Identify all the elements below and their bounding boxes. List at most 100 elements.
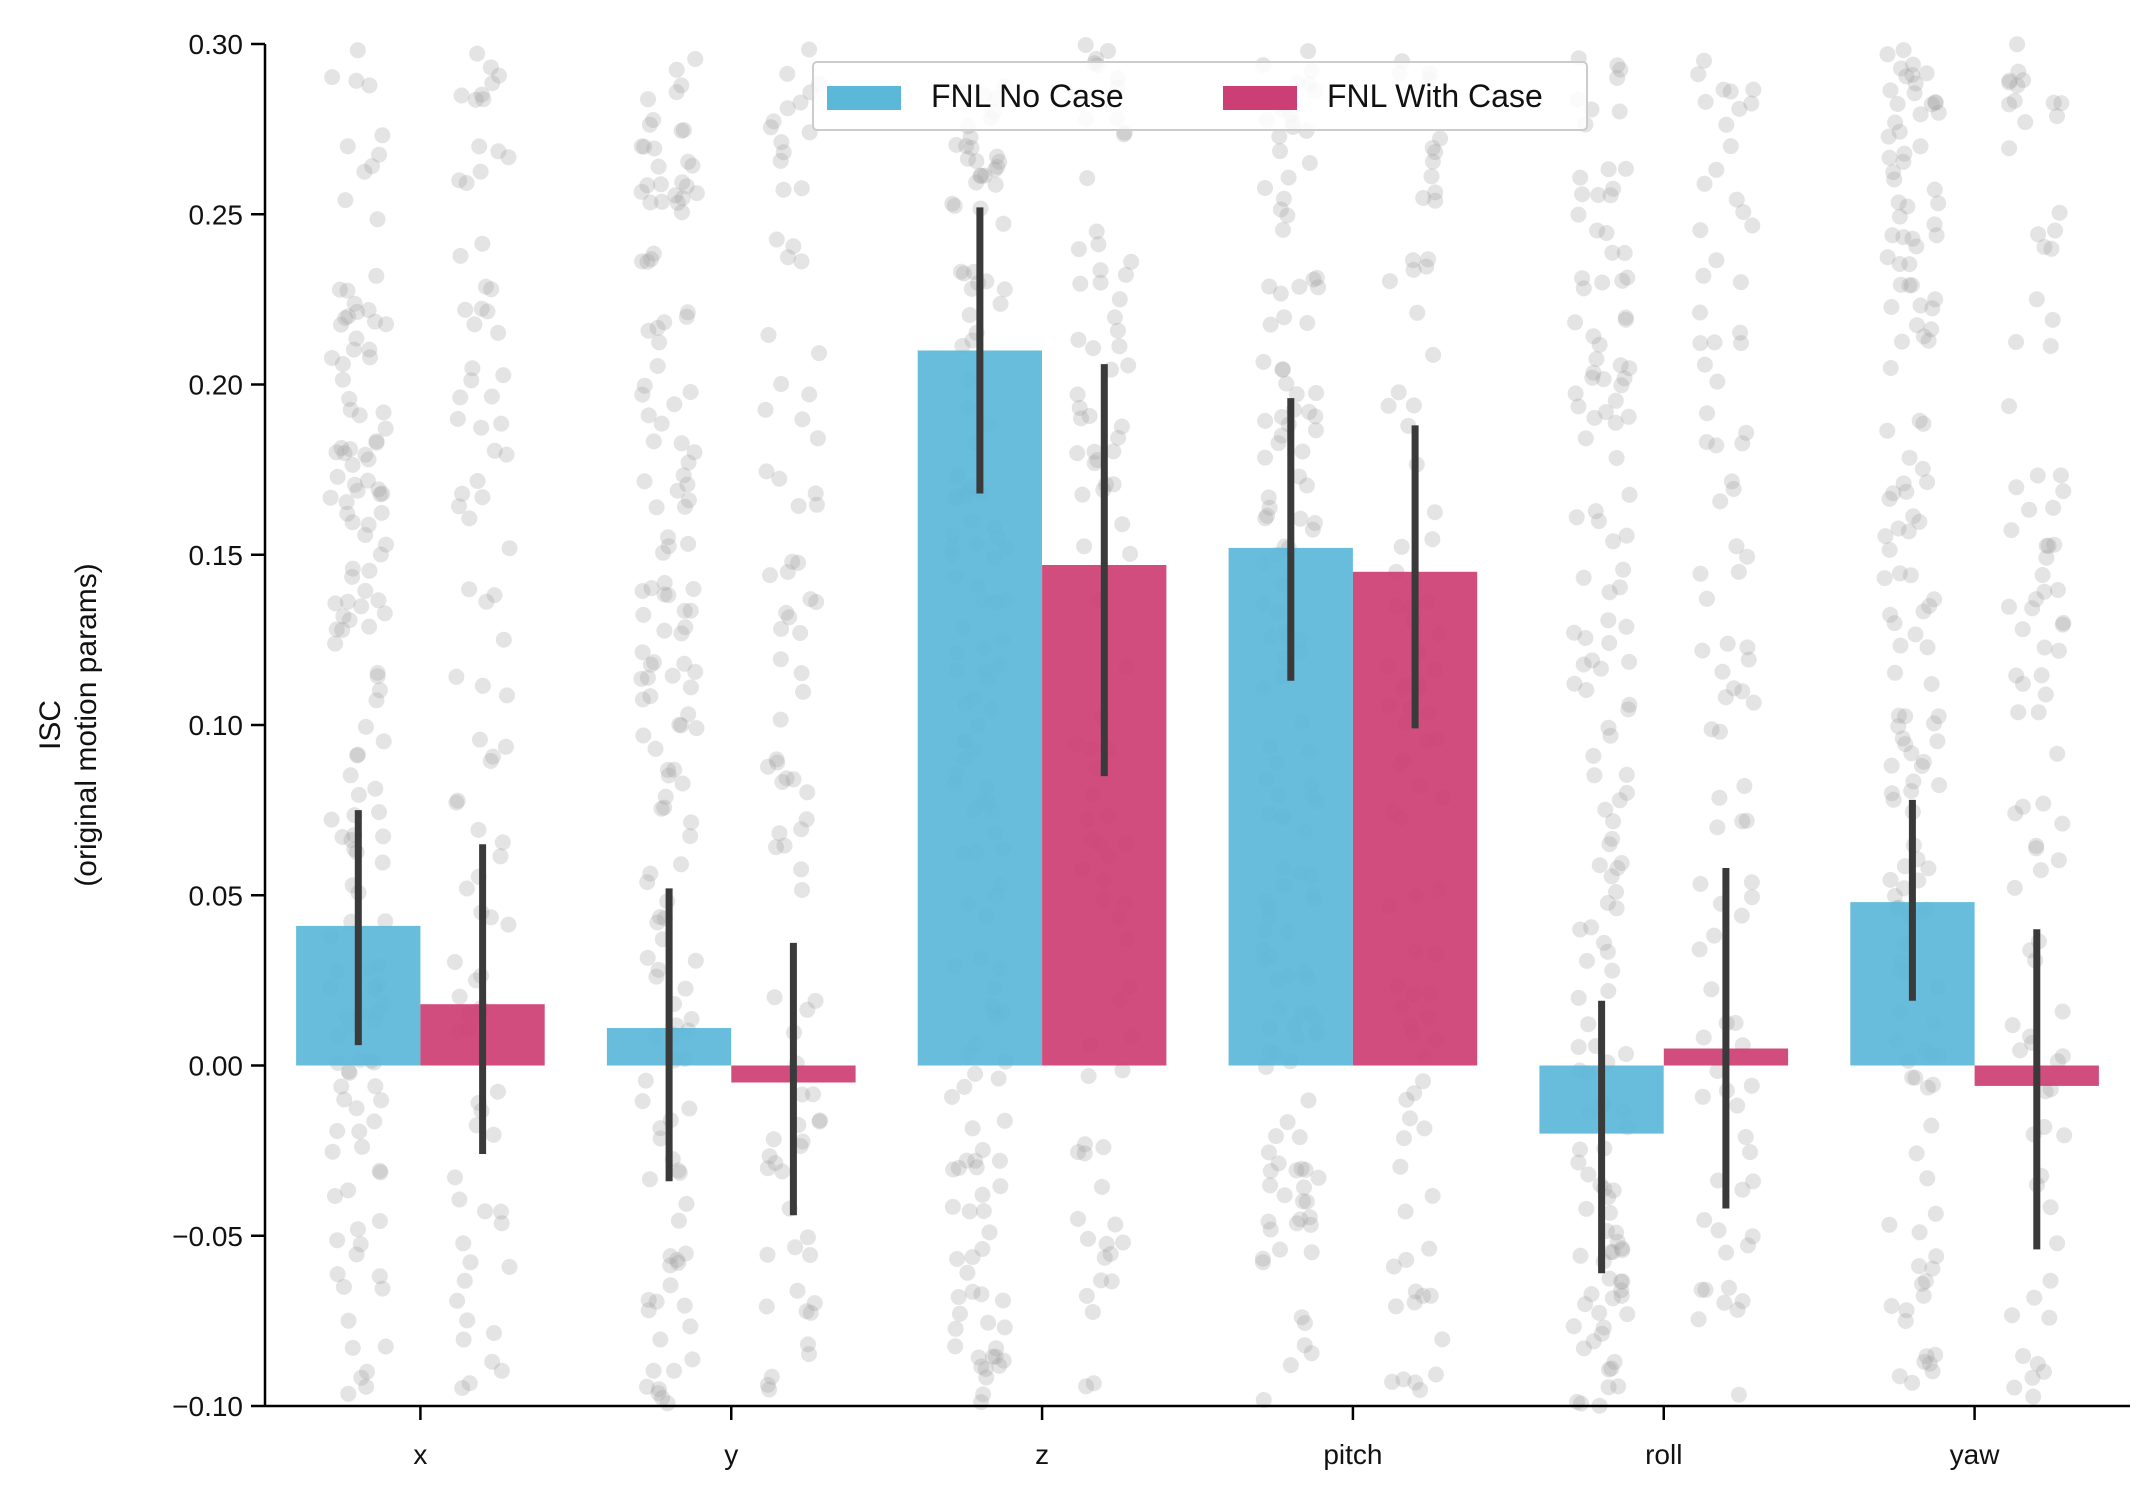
- strip-point: [1929, 733, 1946, 750]
- strip-point: [688, 720, 705, 737]
- strip-point: [469, 473, 486, 489]
- strip-point: [341, 1064, 358, 1081]
- strip-point: [768, 751, 785, 768]
- strip-point: [1732, 274, 1749, 291]
- strip-point: [1570, 989, 1587, 1006]
- strip-point: [1618, 784, 1635, 801]
- strip-point: [2024, 1369, 2041, 1386]
- strip-point: [961, 1203, 978, 1220]
- strip-point: [1073, 410, 1089, 427]
- strip-point: [1897, 736, 1914, 753]
- strip-point: [359, 472, 376, 489]
- strip-point: [766, 989, 783, 1006]
- strip-point: [1120, 357, 1137, 374]
- strip-point: [478, 593, 495, 610]
- strip-point: [1601, 1204, 1618, 1221]
- strip-point: [678, 178, 695, 195]
- strip-point: [639, 669, 656, 686]
- strip-point: [1730, 563, 1747, 580]
- strip-point: [337, 310, 354, 326]
- strip-point: [2017, 114, 2034, 131]
- strip-point: [1735, 204, 1752, 220]
- strip-point: [2049, 108, 2065, 125]
- strip-point: [809, 430, 826, 447]
- strip-point: [1577, 1296, 1594, 1313]
- strip-point: [1886, 171, 1903, 188]
- strip-point: [1730, 1386, 1747, 1403]
- strip-point: [1912, 138, 1929, 155]
- strip-point: [1606, 1353, 1623, 1370]
- strip-point: [361, 618, 378, 635]
- strip-point: [1298, 1193, 1315, 1210]
- strip-point: [660, 761, 676, 778]
- strip-point: [1616, 370, 1633, 387]
- strip-point: [1882, 82, 1899, 99]
- strip-point: [1114, 1062, 1131, 1079]
- strip-point: [1907, 1069, 1924, 1086]
- strip-point: [500, 149, 517, 166]
- strip-point: [652, 176, 669, 193]
- strip-point: [1578, 682, 1595, 698]
- strip-point: [1567, 385, 1584, 402]
- strip-point: [677, 980, 694, 997]
- strip-point: [1380, 397, 1397, 414]
- strip-point: [1276, 309, 1293, 326]
- strip-point: [2014, 798, 2031, 815]
- strip-point: [371, 146, 387, 163]
- strip-point: [501, 540, 518, 557]
- strip-point: [453, 87, 470, 104]
- strip-point: [1304, 521, 1321, 538]
- strip-point: [1078, 1287, 1095, 1304]
- strip-point: [675, 122, 692, 138]
- strip-point: [2035, 795, 2052, 812]
- strip-point: [774, 1163, 791, 1180]
- strip-point: [1729, 1097, 1746, 1114]
- strip-point: [336, 445, 353, 462]
- strip-point: [676, 1297, 693, 1314]
- y-tick-label: 0.10: [189, 710, 244, 741]
- strip-point: [354, 1138, 371, 1155]
- strip-point: [1085, 340, 1102, 357]
- strip-point: [949, 1251, 966, 1267]
- strip-point: [678, 308, 695, 325]
- strip-point: [670, 1162, 687, 1179]
- strip-point: [652, 1130, 669, 1147]
- strip-point: [996, 1112, 1013, 1129]
- strip-point: [956, 1078, 973, 1095]
- strip-point: [2046, 536, 2063, 553]
- strip-point: [1618, 1046, 1634, 1062]
- strip-point: [1257, 510, 1274, 527]
- strip-point: [458, 175, 475, 191]
- strip-point: [1257, 449, 1273, 466]
- strip-point: [1272, 201, 1289, 218]
- strip-point: [654, 1390, 671, 1407]
- strip-point: [2014, 621, 2031, 638]
- strip-point: [2054, 616, 2071, 633]
- strip-point: [349, 303, 366, 320]
- strip-point: [1742, 1144, 1759, 1161]
- strip-point: [489, 1083, 506, 1100]
- strip-point: [1904, 66, 1921, 83]
- strip-point: [639, 1378, 655, 1395]
- strip-point: [779, 65, 796, 82]
- strip-point: [1113, 418, 1130, 435]
- strip-point: [1396, 1130, 1412, 1147]
- strip-point: [1879, 422, 1896, 439]
- strip-point: [1274, 361, 1291, 378]
- strip-point: [635, 727, 652, 744]
- strip-point: [1898, 1302, 1915, 1319]
- strip-point: [371, 1268, 388, 1285]
- strip-point: [1694, 642, 1711, 659]
- strip-point: [1111, 338, 1128, 355]
- strip-point: [1613, 1287, 1630, 1304]
- strip-point: [327, 595, 344, 612]
- strip-point: [636, 138, 653, 155]
- strip-point: [1615, 561, 1632, 578]
- strip-point: [351, 407, 368, 424]
- strip-point: [758, 1298, 775, 1315]
- legend-label: FNL With Case: [1327, 78, 1543, 114]
- strip-point: [1697, 1281, 1714, 1298]
- strip-point: [348, 72, 365, 89]
- strip-point: [1895, 42, 1912, 59]
- strip-point: [1598, 225, 1615, 241]
